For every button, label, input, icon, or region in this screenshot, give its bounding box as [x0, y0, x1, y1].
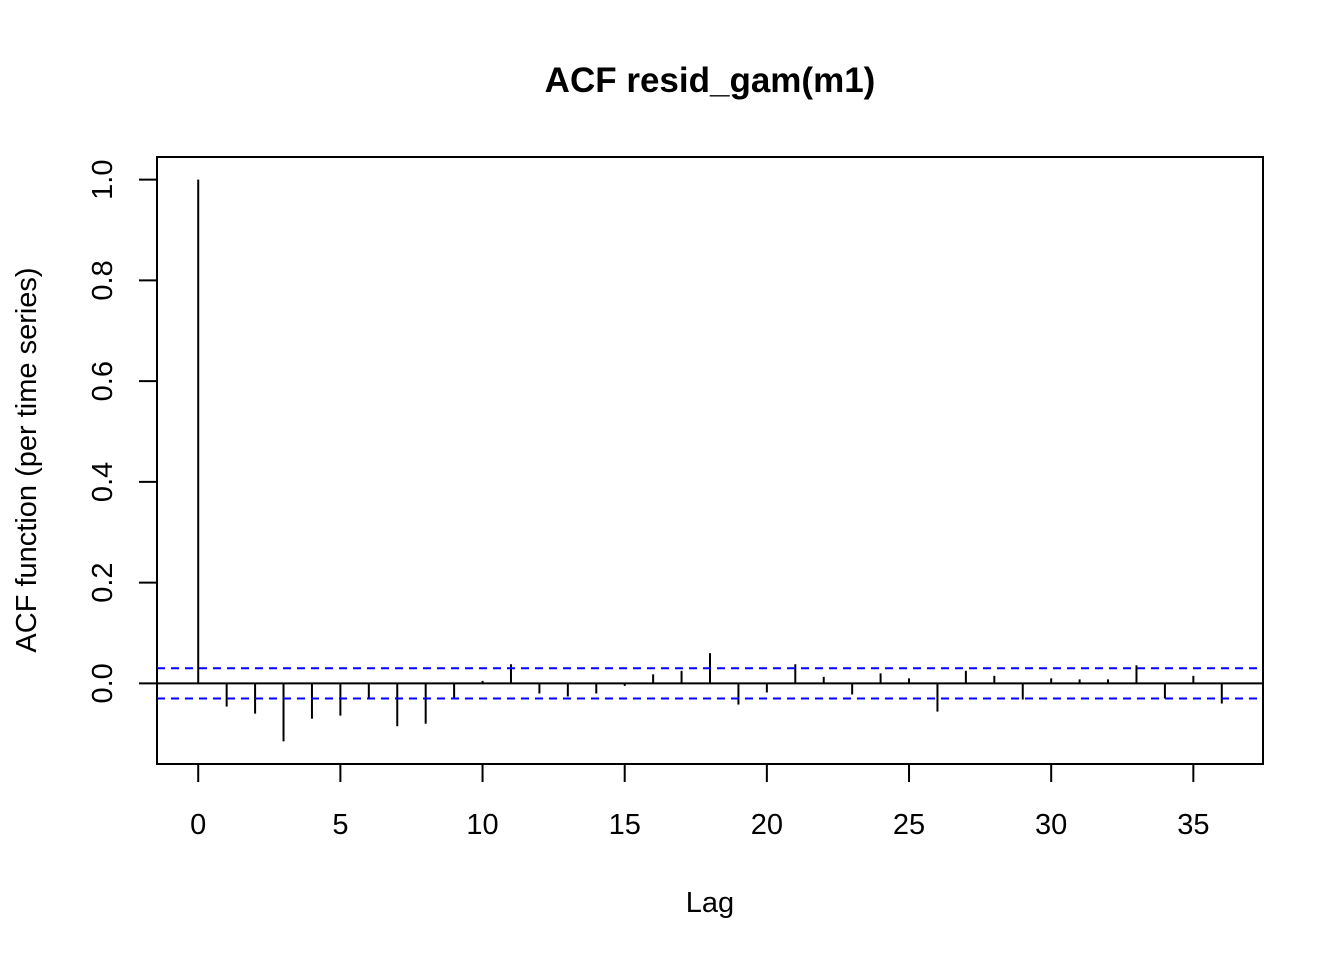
y-tick-label: 0.8 — [87, 260, 119, 300]
x-axis: 0 5 10 15 20 25 30 35 — [190, 763, 1209, 841]
y-tick-label: 0.4 — [87, 462, 119, 502]
x-tick-label: 5 — [332, 809, 348, 841]
y-axis: 0.0 0.2 0.4 0.6 0.8 1.0 — [87, 160, 158, 704]
x-tick-label: 25 — [893, 809, 925, 841]
chart-title: ACF resid_gam(m1) — [545, 61, 876, 100]
y-axis-label: ACF function (per time series) — [11, 267, 43, 652]
x-tick-label: 20 — [751, 809, 783, 841]
x-tick-label: 10 — [466, 809, 498, 841]
acf-marks — [157, 179, 1263, 742]
y-tick-label: 1.0 — [87, 160, 119, 200]
x-tick-label: 30 — [1035, 809, 1067, 841]
x-tick-label: 15 — [609, 809, 641, 841]
x-axis-label: Lag — [686, 887, 734, 919]
x-tick-label: 0 — [190, 809, 206, 841]
x-tick-label: 35 — [1177, 809, 1209, 841]
y-tick-label: 0.0 — [87, 663, 119, 703]
y-tick-label: 0.2 — [87, 562, 119, 602]
y-tick-label: 0.6 — [87, 361, 119, 401]
